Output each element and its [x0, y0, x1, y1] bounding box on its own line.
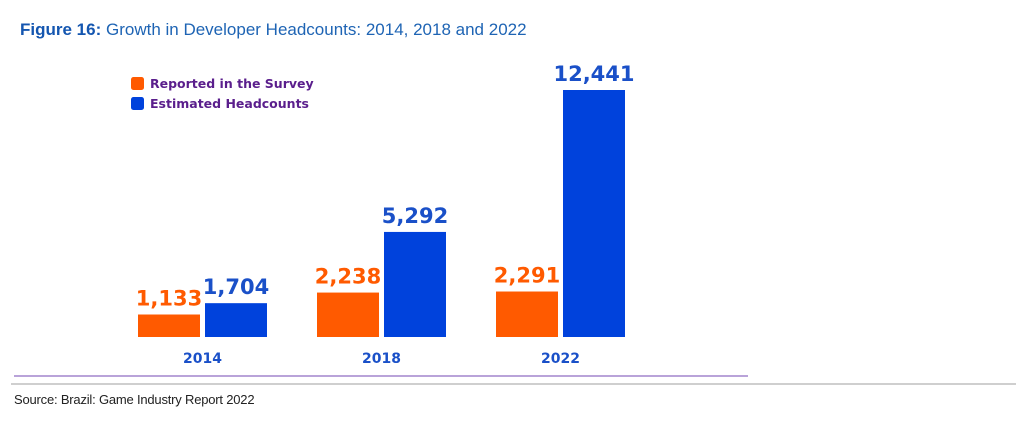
bar-estimated-headcounts-2022	[563, 90, 625, 337]
value-label-2022-reported: 2,291	[494, 264, 560, 288]
source-note: Source: Brazil: Game Industry Report 202…	[14, 392, 255, 407]
value-label-2014-reported: 1,133	[136, 287, 202, 311]
figure-title: Figure 16: Growth in Developer Headcount…	[20, 20, 527, 40]
category-label-2018: 2018	[362, 351, 401, 367]
legend-label-estimated: Estimated Headcounts	[150, 96, 309, 111]
figure-title-text: Growth in Developer Headcounts: 2014, 20…	[105, 20, 527, 39]
bar-reported-in-the-survey-2022	[496, 291, 558, 337]
divider	[11, 383, 1016, 385]
bar-reported-in-the-survey-2018	[317, 292, 379, 337]
value-label-2022-estimated: 12,441	[553, 62, 634, 86]
bar-estimated-headcounts-2014	[205, 303, 267, 337]
bar-reported-in-the-survey-2014	[138, 314, 200, 337]
category-label-2022: 2022	[541, 351, 580, 367]
figure-number: Figure 16:	[20, 20, 102, 39]
bar-estimated-headcounts-2018	[384, 231, 446, 337]
x-axis-line	[14, 375, 748, 377]
category-label-2014: 2014	[183, 351, 222, 367]
value-label-2018-reported: 2,238	[315, 265, 381, 289]
legend: Reported in the Survey Estimated Headcoun…	[131, 76, 314, 111]
legend-swatch-estimated	[131, 97, 144, 110]
legend-label-reported: Reported in the Survey	[150, 76, 314, 91]
legend-swatch-reported	[131, 77, 144, 90]
category-labels: 2014 2018 2022	[183, 351, 580, 367]
value-labels: 1,133 1,704 2,238 5,292 2,291 12,441	[136, 62, 635, 311]
bars	[138, 90, 625, 337]
value-label-2014-estimated: 1,704	[203, 275, 269, 299]
value-label-2018-estimated: 5,292	[382, 204, 448, 228]
